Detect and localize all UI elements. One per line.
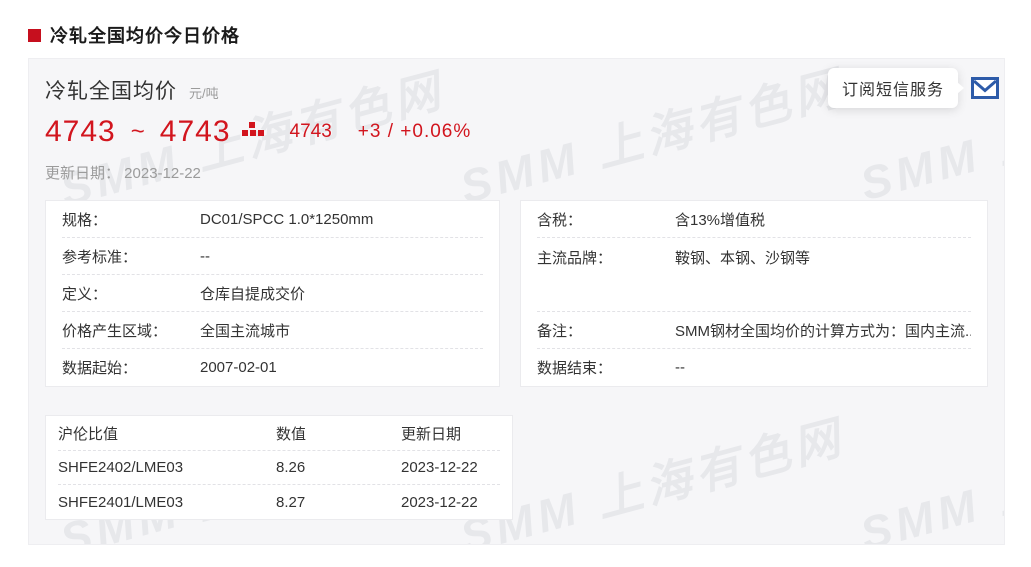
ratio-date: 2023-12-22 [401, 459, 478, 476]
update-date: 更新日期： 2023-12-22 [45, 165, 201, 182]
shfe-lme-ratio-table: 沪伦比值 数值 更新日期 SHFE2402/LME03 8.26 2023-12… [45, 415, 513, 520]
price-card: SMM 上海有色网 SMM 上海有色网 SMM 上海有色网 SMM 上海有色网 … [28, 58, 1005, 545]
subscribe-sms-tooltip: 订阅短信服务 [827, 68, 965, 108]
page-header: 冷轧全国均价今日价格 [0, 0, 1031, 46]
info-label: 备注： [537, 322, 583, 340]
price-row: 4743 ~ 4743 4743 +3 / +0.06% [45, 115, 988, 149]
info-value: 全国主流城市 [200, 322, 291, 340]
info-row-price-region: 价格产生区域： 全国主流城市 [62, 312, 483, 349]
price-low: 4743 [45, 115, 116, 148]
info-box-left: 规格： DC01/SPCC 1.0*1250mm 参考标准： -- 定义： 仓库… [45, 200, 500, 387]
info-label: 规格： [62, 211, 108, 229]
ratio-date: 2023-12-22 [401, 493, 478, 511]
product-name: 冷轧全国均价 [45, 80, 177, 103]
trend-chart-icon[interactable] [241, 121, 266, 137]
info-value: 鞍钢、本钢、沙钢等 [675, 250, 811, 267]
price-change: +3 / +0.06% [357, 121, 472, 142]
info-value: -- [200, 247, 210, 265]
ratio-value: 8.27 [276, 493, 306, 511]
info-label: 参考标准： [62, 248, 138, 266]
info-value: -- [675, 359, 685, 376]
info-value: DC01/SPCC 1.0*1250mm [200, 210, 374, 228]
ratio-table-header: 沪伦比值 数值 更新日期 [58, 416, 500, 451]
info-row-data-end: 数据结束： -- [537, 349, 971, 386]
ratio-contract: SHFE2402/LME03 [58, 459, 184, 476]
info-row-reference-standard: 参考标准： -- [62, 238, 483, 275]
info-row-definition: 定义： 仓库自提成交价 [62, 275, 483, 312]
info-row-tax: 含税： 含13%增值税 [537, 201, 971, 238]
ratio-header-value: 数值 [276, 425, 307, 443]
info-value: 仓库自提成交价 [200, 285, 306, 303]
ratio-value: 8.26 [276, 459, 306, 476]
info-row-data-start: 数据起始： 2007-02-01 [62, 349, 483, 386]
ratio-header-name: 沪伦比值 [58, 425, 119, 443]
price-current: 4743 [289, 121, 332, 142]
info-label: 含税： [537, 211, 583, 229]
subscribe-area: 订阅短信服务 [827, 68, 1000, 108]
info-label: 定义： [62, 285, 108, 303]
info-box-right: 含税： 含13%增值税 主流品牌： 鞍钢、本钢、沙钢等 备注： SMM钢材全国均… [520, 200, 988, 387]
price-high: 4743 [159, 115, 231, 148]
page-title: 冷轧全国均价今日价格 [50, 26, 240, 46]
info-label: 数据起始： [62, 360, 138, 377]
envelope-icon[interactable] [970, 73, 1000, 103]
ratio-header-date: 更新日期 [401, 425, 462, 443]
info-value: SMM钢材全国均价的计算方式为：国内主流... [675, 322, 971, 340]
info-value: 2007-02-01 [200, 359, 277, 376]
table-row: SHFE2402/LME03 8.26 2023-12-22 [58, 451, 500, 485]
ratio-contract: SHFE2401/LME03 [58, 493, 184, 511]
bullet-square-icon [28, 28, 41, 42]
card-content: 冷轧全国均价 元/吨 4743 ~ 4743 4743 +3 / +0.06% … [29, 59, 1004, 520]
info-row-remark: 备注： SMM钢材全国均价的计算方式为：国内主流... [537, 312, 971, 349]
table-row: SHFE2401/LME03 8.27 2023-12-22 [58, 485, 500, 519]
info-label: 主流品牌： [537, 250, 613, 267]
info-row-main-brands: 主流品牌： 鞍钢、本钢、沙钢等 [537, 238, 971, 312]
info-value: 含13%增值税 [675, 211, 766, 229]
info-label: 数据结束： [537, 360, 613, 377]
price-tilde: ~ [130, 118, 145, 145]
info-row-spec: 规格： DC01/SPCC 1.0*1250mm [62, 201, 483, 238]
info-label: 价格产生区域： [62, 322, 168, 340]
price-unit: 元/吨 [189, 86, 219, 101]
